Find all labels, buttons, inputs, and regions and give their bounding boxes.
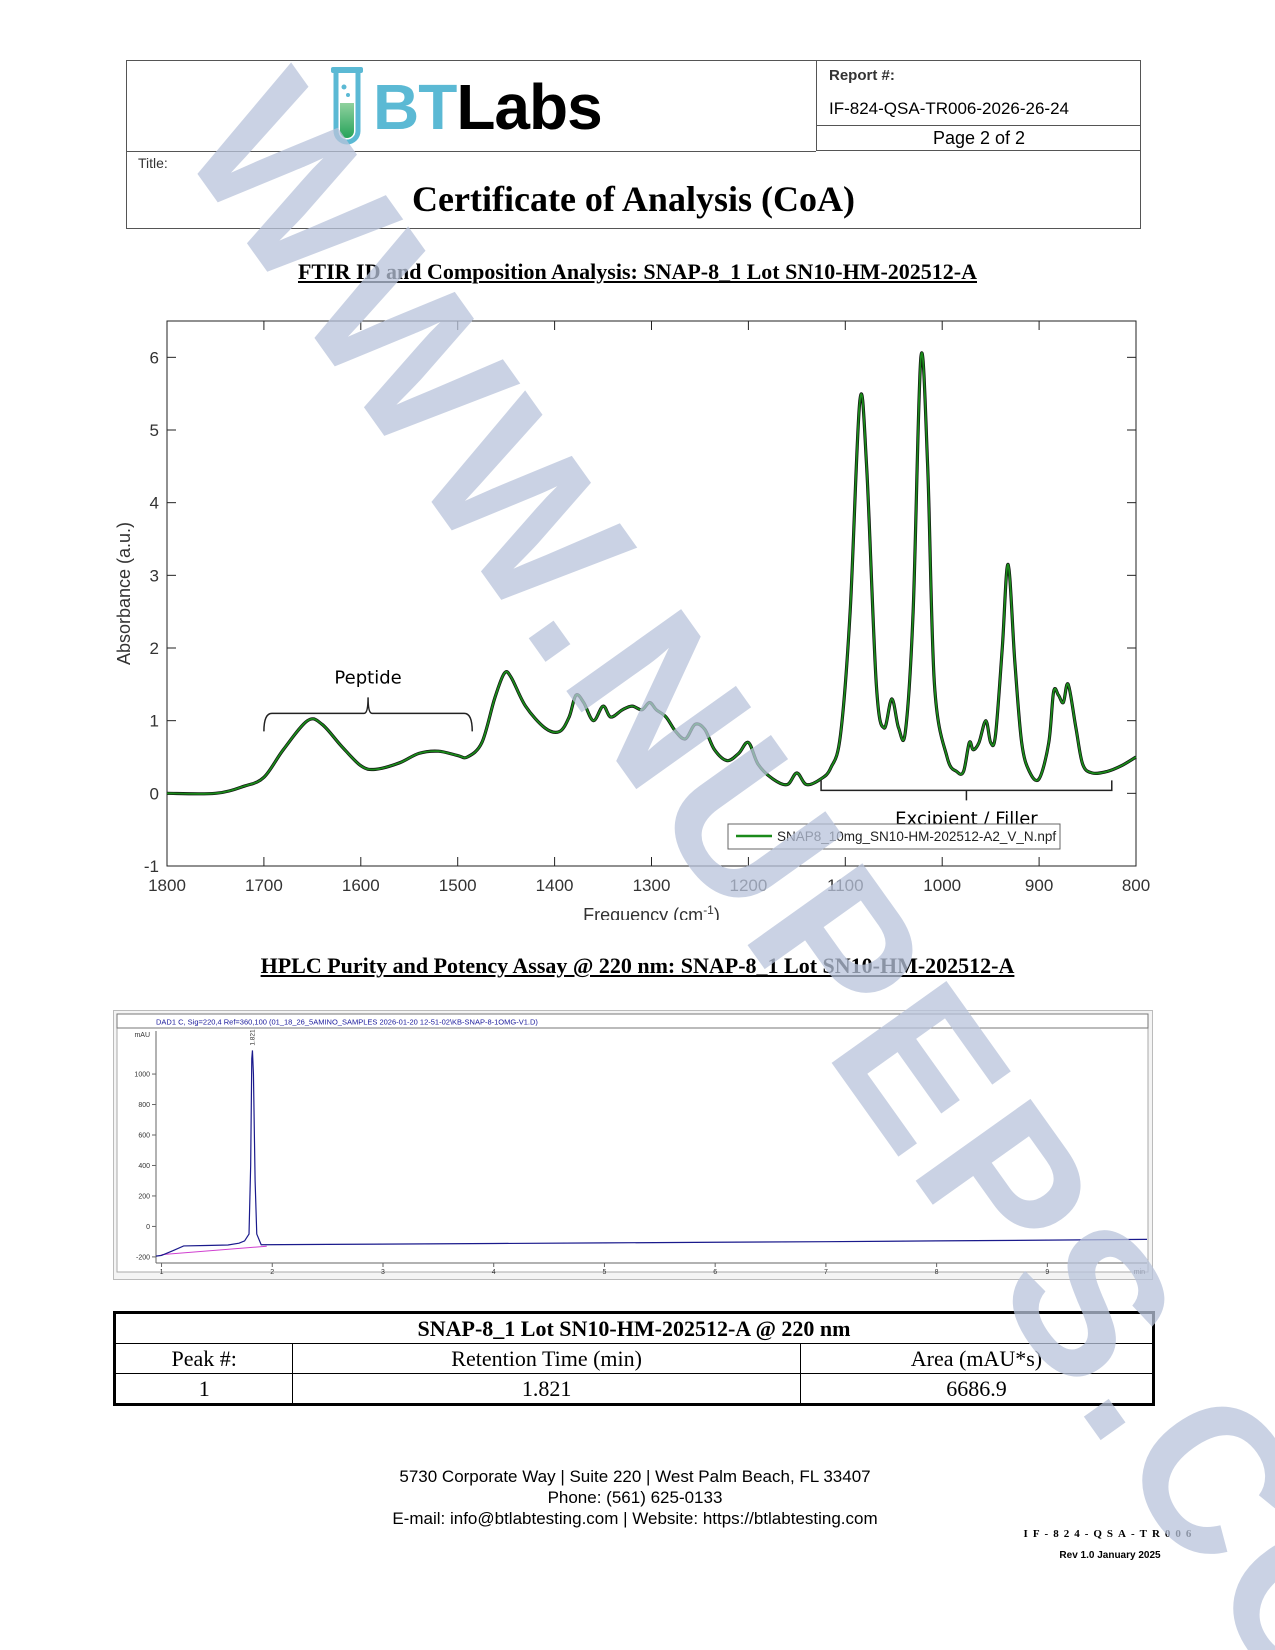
logo-cell: BTLabs: [127, 61, 816, 152]
plot-frame: [166, 320, 1137, 867]
x-tick-label: 1700: [245, 876, 283, 895]
peptide-brace: [263, 697, 473, 732]
report-cell: Report #: IF-824-QSA-TR006-2026-26-24 Pa…: [816, 61, 1141, 151]
y-tick-label: 1: [150, 712, 159, 731]
peak-area: 6686.9: [799, 1373, 1155, 1405]
x-tick-label: 7: [824, 1269, 828, 1276]
hplc-section-title: HPLC Purity and Potency Assay @ 220 nm: …: [260, 953, 1015, 978]
table-row: 1 1.821 6686.9: [113, 1373, 1155, 1405]
x-tick-label: 1300: [633, 876, 671, 895]
x-tick-label: 1400: [536, 876, 574, 895]
footer-address: 5730 Corporate Way | Suite 220 | West Pa…: [399, 1467, 871, 1486]
column-header: Area (mAU*s): [799, 1343, 1155, 1374]
x-tick-label: 5: [602, 1269, 606, 1276]
peak-table-title: SNAP-8_1 Lot SN10-HM-202512-A @ 220 nm: [114, 1312, 1154, 1344]
report-label: Report #:: [829, 67, 895, 84]
y-tick-label: -1: [144, 857, 159, 876]
column-header: Peak #:: [113, 1343, 294, 1374]
chart-panel: [116, 1013, 1149, 1273]
x-unit-label: min: [1134, 1269, 1145, 1276]
title-label: Title:: [138, 155, 168, 171]
y-tick-label: 6: [150, 348, 159, 367]
peak-table: SNAP-8_1 Lot SN10-HM-202512-A @ 220 nm P…: [113, 1311, 1155, 1406]
y-tick-label: 0: [146, 1224, 150, 1231]
chromatogram-line: [155, 1050, 1148, 1257]
peptide-label: Peptide: [334, 667, 401, 688]
column-header: Retention Time (min): [292, 1343, 801, 1374]
integration-baseline: [161, 1245, 267, 1256]
test-tube-icon: [331, 67, 363, 145]
x-axis-label: Frequency (cm-1): [583, 903, 720, 920]
x-tick-label: 1500: [439, 876, 477, 895]
spectrum-line: [166, 352, 1137, 795]
y-tick-label: 2: [150, 639, 159, 658]
x-tick-label: 4: [492, 1269, 496, 1276]
peak-label: 1.821: [249, 1029, 256, 1046]
ftir-chart: 1800 1700 1600 1500 1400 1300 1200 1100 1000 900 8…: [114, 320, 1150, 920]
x-tick-label: 1000: [923, 876, 961, 895]
y-tick-label: 3: [150, 566, 159, 585]
y-tick-label: 5: [150, 421, 159, 440]
hplc-chart: DAD1 C, Sig=220,4 Ref=360,100 (01_18_26_…: [116, 1013, 1149, 1276]
spectrum-line-shadow: [166, 351, 1137, 796]
ftir-section-title: FTIR ID and Composition Analysis: SNAP-8…: [297, 259, 977, 284]
y-tick-label: 400: [138, 1163, 150, 1170]
document-header: BTLabs Report #: IF-824-QSA-TR006-2026-2…: [126, 60, 1141, 229]
y-tick-label: 1000: [134, 1072, 150, 1079]
x-tick-label: 1: [160, 1269, 164, 1276]
document-revision: Rev 1.0 January 2025: [1059, 1550, 1161, 1561]
x-tick-label: 8: [935, 1269, 939, 1276]
signal-header: DAD1 C, Sig=220,4 Ref=360,100 (01_18_26_…: [156, 1018, 538, 1027]
x-tick-label: 3: [381, 1269, 385, 1276]
peak-number: 1: [113, 1373, 294, 1405]
page-number: Page 2 of 2: [817, 125, 1141, 152]
x-tick-label: 800: [1122, 876, 1150, 895]
y-tick-label: 800: [138, 1102, 150, 1109]
y-tick-label: 0: [150, 784, 159, 803]
document-code: IF-824-QSA-TR006: [1023, 1528, 1197, 1540]
x-tick-label: 1800: [148, 876, 186, 895]
x-tick-label: 6: [713, 1269, 717, 1276]
y-unit-label: mAU: [134, 1032, 150, 1039]
x-tick-label: 1200: [729, 876, 767, 895]
x-tick-label: 1600: [342, 876, 380, 895]
y-axis-label: Absorbance (a.u.): [114, 522, 134, 665]
x-tick-label: 900: [1025, 876, 1053, 895]
legend-box: [727, 823, 1061, 850]
btlabs-logo: BTLabs: [327, 65, 603, 149]
document-title: Certificate of Analysis (CoA): [412, 179, 855, 219]
x-tick-label: 1100: [827, 876, 864, 895]
legend-entry: SNAP8_10mg_SN10-HM-202512-A2_V_N.npf: [777, 829, 1056, 844]
y-tick-label: 200: [138, 1193, 150, 1200]
x-tick-label: 2: [270, 1269, 274, 1276]
y-tick-label: -200: [136, 1254, 150, 1261]
signal-header-bar: [116, 1013, 1149, 1029]
hplc-chromatogram: DAD1 C, Sig=220,4 Ref=360,100 (01_18_26_…: [113, 1010, 1153, 1280]
retention-time: 1.821: [292, 1373, 801, 1405]
x-tick-label: 9: [1045, 1269, 1049, 1276]
report-number: IF-824-QSA-TR006-2026-26-24: [829, 99, 1070, 118]
footer-phone: Phone: (561) 625-0133: [547, 1488, 723, 1507]
y-tick-label: 600: [138, 1133, 150, 1140]
excipient-brace: [820, 780, 1113, 801]
footer-contact: E-mail: info@btlabtesting.com | Website:…: [392, 1509, 878, 1528]
logo-wordmark: BTLabs: [373, 71, 603, 143]
y-tick-label: 4: [150, 494, 159, 513]
